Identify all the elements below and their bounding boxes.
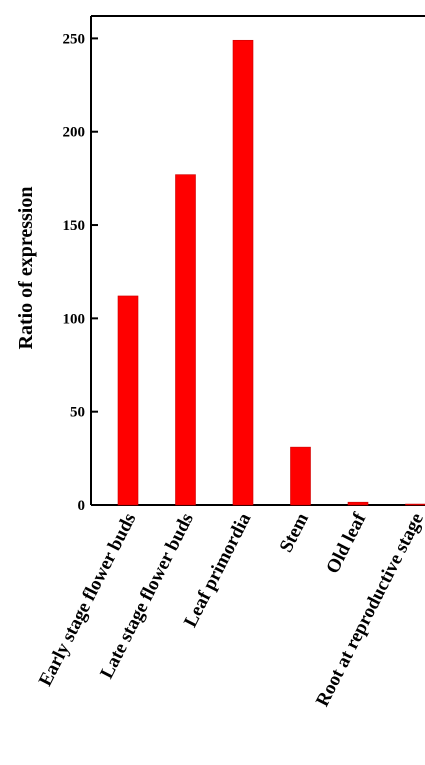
y-tick-label: 150 bbox=[63, 218, 86, 234]
bar bbox=[290, 446, 311, 506]
bar bbox=[347, 501, 369, 506]
x-tick-label: Old leaf bbox=[322, 509, 370, 577]
y-tick-label: 200 bbox=[63, 125, 86, 141]
y-tick-label: 100 bbox=[63, 311, 86, 327]
y-axis-label: Ratio of expression bbox=[15, 187, 37, 350]
bar bbox=[405, 503, 425, 506]
y-tick-label: 250 bbox=[63, 31, 86, 47]
x-tick-label: Stem bbox=[276, 510, 313, 556]
y-tick-label: 0 bbox=[78, 498, 86, 514]
y-tick-label: 50 bbox=[70, 405, 85, 421]
bar bbox=[232, 39, 254, 506]
bar bbox=[175, 174, 196, 506]
x-tick-label: Root at reproductive stage bbox=[312, 510, 425, 710]
bar bbox=[117, 295, 139, 506]
